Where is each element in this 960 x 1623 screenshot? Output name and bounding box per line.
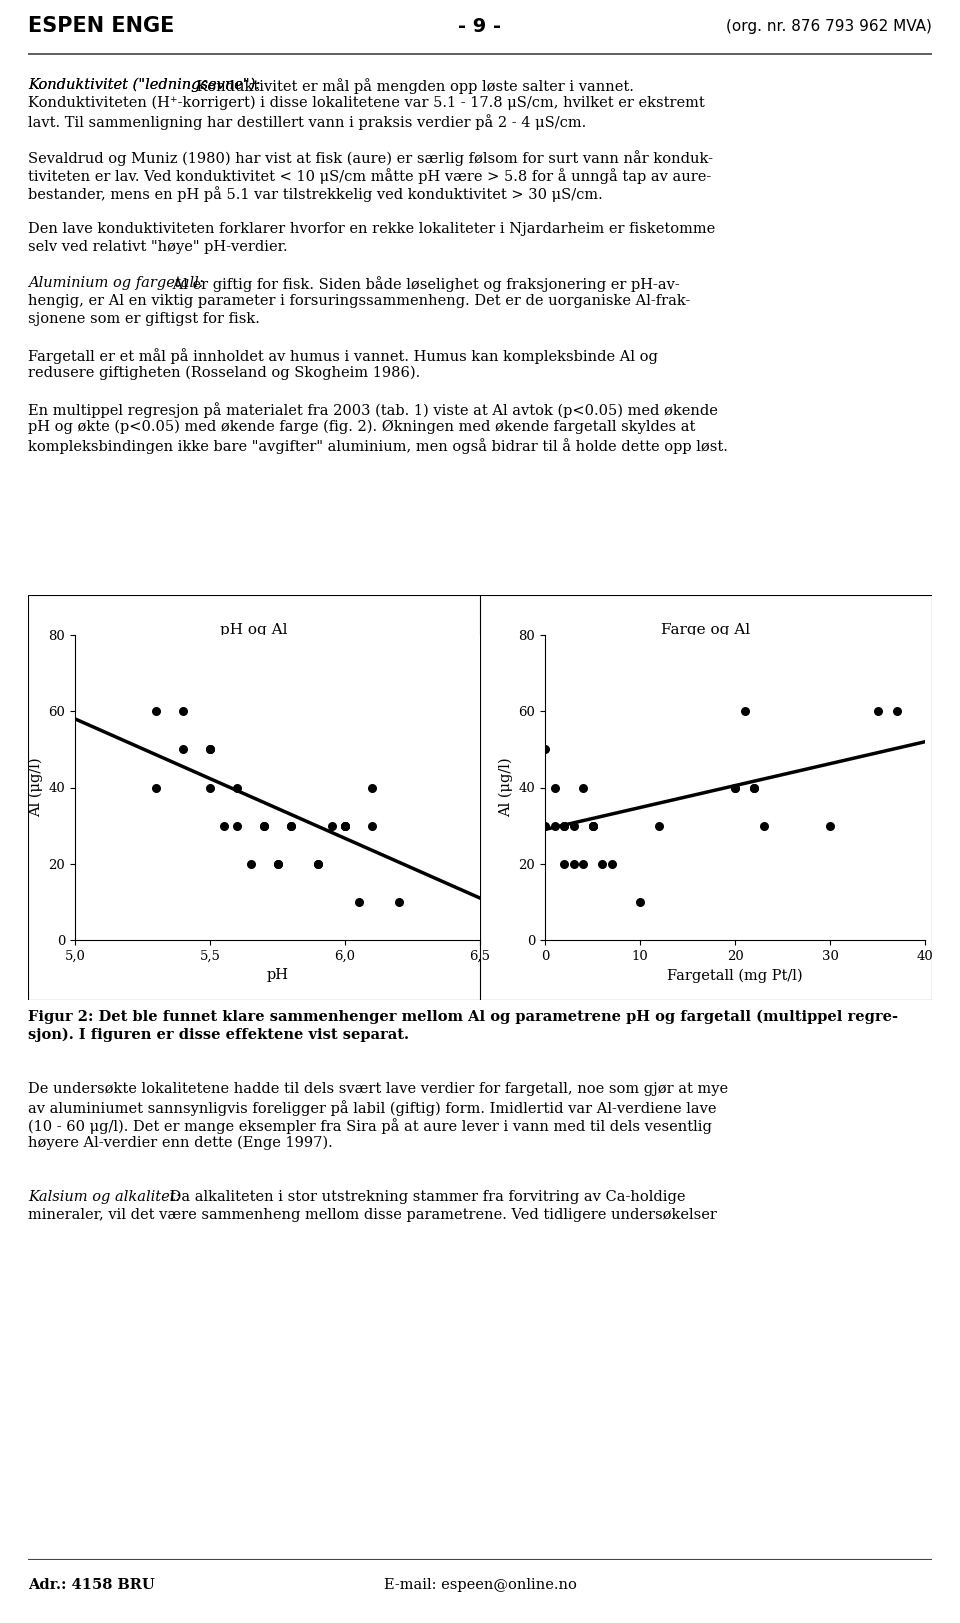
Text: selv ved relativt "høye" pH-verdier.: selv ved relativt "høye" pH-verdier. <box>28 240 288 255</box>
Text: Den lave konduktiviteten forklarer hvorfor en rekke lokaliteter i Njardarheim er: Den lave konduktiviteten forklarer hvorf… <box>28 222 715 235</box>
Point <box>149 774 164 800</box>
Point <box>149 698 164 724</box>
Text: En multippel regresjon på materialet fra 2003 (tab. 1) viste at Al avtok (p<0.05: En multippel regresjon på materialet fra… <box>28 403 718 417</box>
Text: redusere giftigheten (Rosseland og Skogheim 1986).: redusere giftigheten (Rosseland og Skogh… <box>28 367 420 380</box>
Point <box>585 813 600 839</box>
Text: De undersøkte lokalitetene hadde til dels svært lave verdier for fargetall, noe : De undersøkte lokalitetene hadde til del… <box>28 1083 728 1096</box>
Text: mineraler, vil det være sammenheng mellom disse parametrene. Ved tidligere under: mineraler, vil det være sammenheng mello… <box>28 1208 717 1222</box>
Point <box>176 737 191 763</box>
Text: Figur 2: Det ble funnet klare sammenhenger mellom Al og parametrene pH og farget: Figur 2: Det ble funnet klare sammenheng… <box>28 1010 898 1024</box>
Point <box>604 850 619 876</box>
Point <box>203 737 218 763</box>
Point <box>633 889 648 915</box>
Point <box>392 889 407 915</box>
Point <box>216 813 231 839</box>
Point <box>229 774 245 800</box>
Point <box>310 850 325 876</box>
Text: ESPEN ENGE: ESPEN ENGE <box>28 16 175 36</box>
Point <box>547 813 563 839</box>
Text: av aluminiumet sannsynligvis foreligger på labil (giftig) form. Imidlertid var A: av aluminiumet sannsynligvis foreligger … <box>28 1100 716 1117</box>
Point <box>337 813 352 839</box>
Point <box>243 850 258 876</box>
Point <box>350 889 366 915</box>
Point <box>176 698 191 724</box>
Point <box>565 813 581 839</box>
Text: tiviteten er lav. Ved konduktivitet < 10 μS/cm måtte pH være > 5.8 for å unngå t: tiviteten er lav. Ved konduktivitet < 10… <box>28 169 711 183</box>
Text: Konduktivitet er mål på mengden opp løste salter i vannet.: Konduktivitet er mål på mengden opp løst… <box>192 78 634 94</box>
Text: Farge og Al: Farge og Al <box>661 623 751 638</box>
Point <box>575 850 590 876</box>
Point <box>746 774 761 800</box>
Y-axis label: Al (μg/l): Al (μg/l) <box>29 758 43 818</box>
Point <box>256 813 272 839</box>
Point <box>229 813 245 839</box>
Text: kompleksbindingen ikke bare "avgifter" aluminium, men også bidrar til å holde de: kompleksbindingen ikke bare "avgifter" a… <box>28 438 728 454</box>
Point <box>324 813 339 839</box>
Text: Konduktivitet ("ledningsevne"):: Konduktivitet ("ledningsevne"): <box>28 78 260 93</box>
Text: Kalsium og alkalitet:: Kalsium og alkalitet: <box>28 1190 180 1204</box>
X-axis label: Fargetall (mg Pt/l): Fargetall (mg Pt/l) <box>667 969 803 982</box>
Point <box>594 850 610 876</box>
Point <box>256 813 272 839</box>
Text: lavt. Til sammenligning har destillert vann i praksis verdier på 2 - 4 μS/cm.: lavt. Til sammenligning har destillert v… <box>28 114 587 130</box>
Text: E-mail: espeen@online.no: E-mail: espeen@online.no <box>384 1578 576 1592</box>
Point <box>538 737 553 763</box>
Text: sjonene som er giftigst for fisk.: sjonene som er giftigst for fisk. <box>28 312 260 326</box>
Point <box>337 813 352 839</box>
Point <box>746 774 761 800</box>
Point <box>557 813 572 839</box>
Text: - 9 -: - 9 - <box>459 16 501 36</box>
Point <box>728 774 743 800</box>
Point <box>310 850 325 876</box>
Point <box>283 813 299 839</box>
Y-axis label: Al (μg/l): Al (μg/l) <box>498 758 513 818</box>
Point <box>651 813 666 839</box>
Point <box>889 698 904 724</box>
Text: pH og Al: pH og Al <box>220 623 288 638</box>
Point <box>538 813 553 839</box>
Text: Konduktivitet ("ledningsevne"):: Konduktivitet ("ledningsevne"): <box>28 78 260 93</box>
Point <box>585 813 600 839</box>
Text: høyere Al-verdier enn dette (Enge 1997).: høyere Al-verdier enn dette (Enge 1997). <box>28 1136 333 1151</box>
Point <box>203 737 218 763</box>
Text: Adr.: 4158 BRU: Adr.: 4158 BRU <box>28 1578 155 1592</box>
Point <box>870 698 885 724</box>
Point <box>823 813 838 839</box>
Text: (10 - 60 μg/l). Det er mange eksempler fra Sira på at aure lever i vann med til : (10 - 60 μg/l). Det er mange eksempler f… <box>28 1118 712 1134</box>
Point <box>557 850 572 876</box>
Text: Da alkaliteten i stor utstrekning stammer fra forvitring av Ca-holdige: Da alkaliteten i stor utstrekning stamme… <box>165 1190 685 1204</box>
Text: Fargetall er et mål på innholdet av humus i vannet. Humus kan kompleksbinde Al o: Fargetall er et mål på innholdet av humu… <box>28 347 658 364</box>
Text: sjon). I figuren er disse effektene vist separat.: sjon). I figuren er disse effektene vist… <box>28 1027 409 1042</box>
Point <box>365 774 380 800</box>
Point <box>585 813 600 839</box>
Point <box>365 813 380 839</box>
Point <box>203 774 218 800</box>
Point <box>270 850 285 876</box>
Point <box>270 850 285 876</box>
Point <box>337 813 352 839</box>
Point <box>756 813 771 839</box>
Point <box>737 698 753 724</box>
Point <box>547 774 563 800</box>
Text: Al er giftig for fisk. Siden både løselighet og fraksjonering er pH-av-: Al er giftig for fisk. Siden både løseli… <box>168 276 680 292</box>
Text: Sevaldrud og Muniz (1980) har vist at fisk (aure) er særlig følsom for surt vann: Sevaldrud og Muniz (1980) har vist at fi… <box>28 149 713 166</box>
Text: Konduktiviteten (H⁺-korrigert) i disse lokalitetene var 5.1 - 17.8 μS/cm, hvilke: Konduktiviteten (H⁺-korrigert) i disse l… <box>28 96 705 110</box>
Text: bestander, mens en pH på 5.1 var tilstrekkelig ved konduktivitet > 30 μS/cm.: bestander, mens en pH på 5.1 var tilstre… <box>28 187 603 201</box>
Point <box>728 774 743 800</box>
X-axis label: pH: pH <box>267 969 289 982</box>
Point <box>557 813 572 839</box>
Point <box>575 774 590 800</box>
Text: Aluminium og fargetall:: Aluminium og fargetall: <box>28 276 204 291</box>
Point <box>565 850 581 876</box>
Text: hengig, er Al en viktig parameter i forsuringssammenheng. Det er de uorganiske A: hengig, er Al en viktig parameter i fors… <box>28 294 690 308</box>
Text: pH og økte (p<0.05) med økende farge (fig. 2). Økningen med økende fargetall sky: pH og økte (p<0.05) med økende farge (fi… <box>28 420 695 435</box>
Point <box>283 813 299 839</box>
Text: (org. nr. 876 793 962 MVA): (org. nr. 876 793 962 MVA) <box>726 18 932 34</box>
